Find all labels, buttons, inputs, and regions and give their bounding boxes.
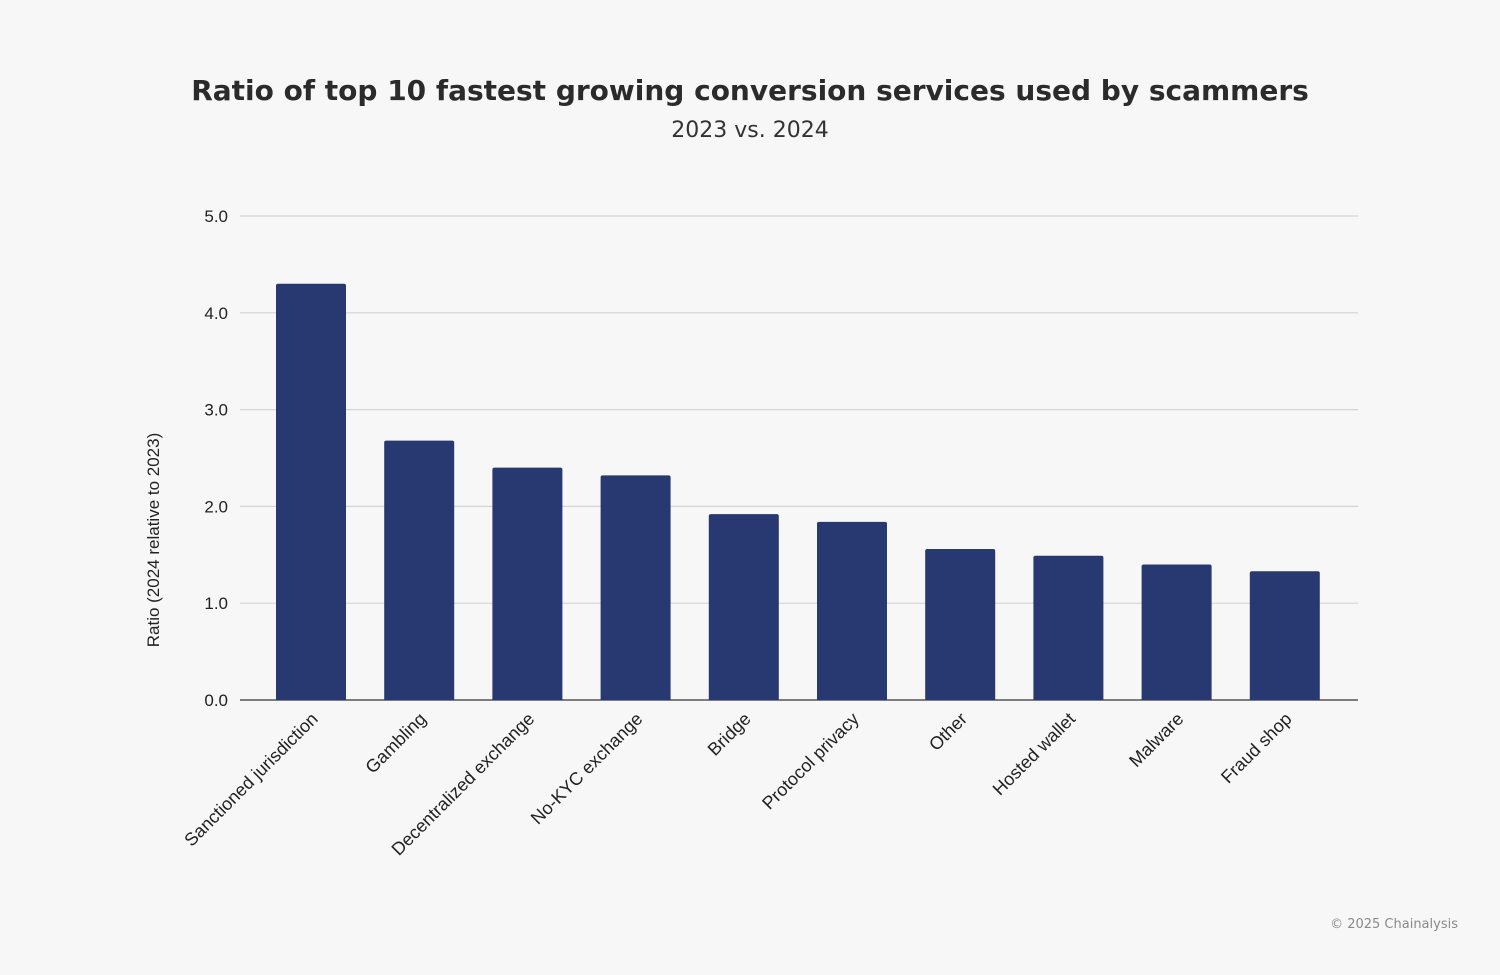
bar bbox=[384, 440, 455, 700]
copyright-credit: © 2025 Chainalysis bbox=[1330, 917, 1458, 932]
bar bbox=[492, 467, 563, 700]
x-tick-label: Fraud shop bbox=[1217, 709, 1296, 788]
chart-title: Ratio of top 10 fastest growing conversi… bbox=[191, 74, 1309, 107]
y-tick-label: 0.0 bbox=[204, 691, 228, 710]
bar bbox=[925, 548, 996, 700]
bar bbox=[1033, 555, 1104, 700]
x-tick-label: No-KYC exchange bbox=[527, 709, 647, 829]
y-tick-label: 5.0 bbox=[204, 207, 228, 226]
bar bbox=[1249, 571, 1320, 700]
bar bbox=[1141, 564, 1212, 700]
y-tick-label: 1.0 bbox=[204, 594, 228, 613]
y-tick-label: 2.0 bbox=[204, 497, 228, 516]
x-tick-label: Gambling bbox=[361, 709, 430, 778]
bar bbox=[708, 514, 779, 700]
x-tick-label: Hosted wallet bbox=[989, 709, 1080, 800]
y-tick-label: 3.0 bbox=[204, 401, 228, 420]
x-tick-label: Sanctioned jurisdiction bbox=[180, 709, 321, 850]
x-tick-label: Protocol privacy bbox=[758, 709, 863, 814]
y-tick-label: 4.0 bbox=[204, 304, 228, 323]
x-tick-label: Bridge bbox=[704, 709, 755, 760]
bar bbox=[600, 475, 671, 700]
bar bbox=[276, 283, 346, 700]
x-tick-label: Other bbox=[925, 709, 971, 755]
x-tick-label: Malware bbox=[1125, 709, 1187, 771]
y-axis-label: Ratio (2024 relative to 2023) bbox=[144, 433, 163, 648]
bar bbox=[817, 521, 887, 700]
chart-subtitle: 2023 vs. 2024 bbox=[671, 118, 829, 143]
